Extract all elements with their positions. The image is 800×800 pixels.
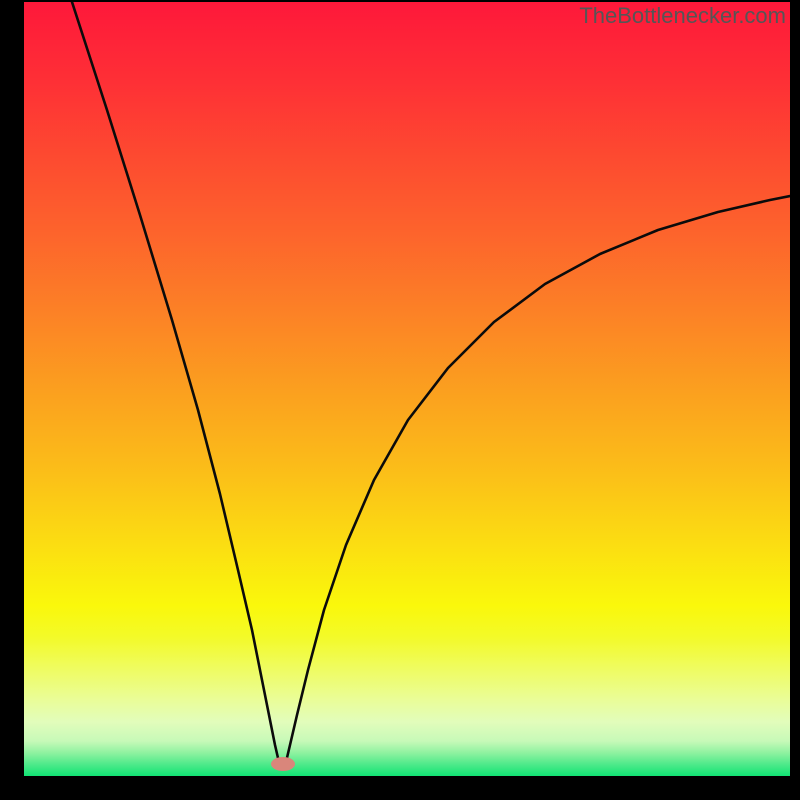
chart-frame: TheBottlenecker.com <box>0 0 800 800</box>
optimum-marker <box>271 757 295 771</box>
plot-svg <box>24 2 790 776</box>
curve-left <box>72 2 280 763</box>
watermark-text: TheBottlenecker.com <box>579 3 786 29</box>
plot-area <box>24 2 790 776</box>
curve-right <box>286 196 790 762</box>
